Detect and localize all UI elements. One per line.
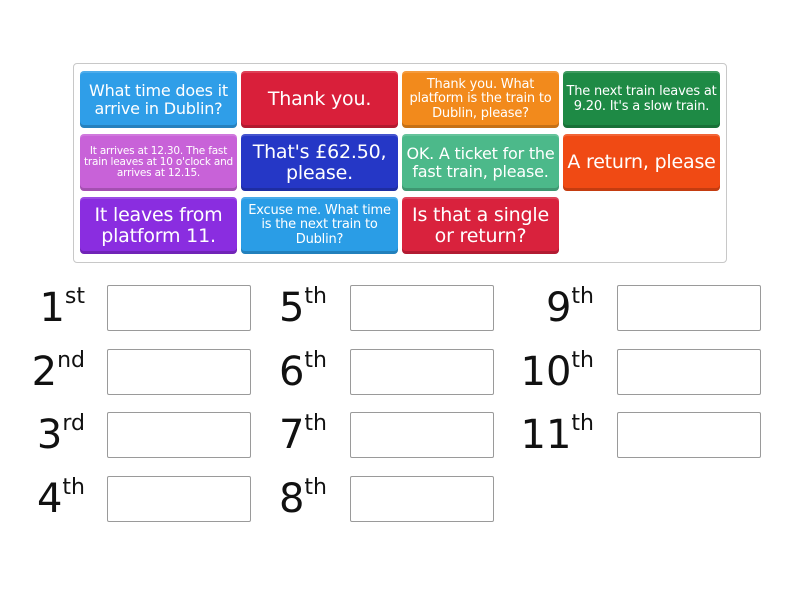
drop-slot[interactable] bbox=[107, 412, 251, 458]
answer-tile[interactable]: What time does it arrive in Dublin? bbox=[80, 71, 237, 128]
slot-label: 5th bbox=[278, 285, 327, 331]
slot-suffix: st bbox=[64, 284, 85, 309]
slot-number: 2 bbox=[31, 349, 58, 395]
slot-suffix: th bbox=[571, 411, 594, 436]
drop-slot[interactable] bbox=[350, 349, 494, 395]
answer-tile[interactable]: Thank you. What platform is the train to… bbox=[402, 71, 559, 128]
slot-label: 8th bbox=[278, 476, 327, 522]
slot-number: 7 bbox=[278, 412, 305, 458]
answer-tile[interactable]: Excuse me. What time is the next train t… bbox=[241, 197, 398, 254]
slot-label: 9th bbox=[545, 285, 594, 331]
slot-label: 10th bbox=[520, 349, 594, 395]
slot-number: 5 bbox=[278, 285, 305, 331]
answer-tile[interactable]: Is that a single or return? bbox=[402, 197, 559, 254]
drop-slot[interactable] bbox=[350, 476, 494, 522]
slot-number: 11 bbox=[520, 412, 572, 458]
answer-tile[interactable]: A return, please bbox=[563, 134, 720, 191]
slot-number: 6 bbox=[278, 349, 305, 395]
slot-number: 4 bbox=[36, 476, 63, 522]
drop-slot[interactable] bbox=[617, 349, 761, 395]
slot-suffix: rd bbox=[62, 411, 85, 436]
slot-label: 4th bbox=[36, 476, 85, 522]
slot-suffix: nd bbox=[57, 348, 85, 373]
answer-tile[interactable]: Thank you. bbox=[241, 71, 398, 128]
slot-suffix: th bbox=[304, 348, 327, 373]
drop-slot[interactable] bbox=[107, 349, 251, 395]
drop-slot[interactable] bbox=[350, 285, 494, 331]
slot-number: 9 bbox=[545, 285, 572, 331]
slot-label: 2nd bbox=[31, 349, 85, 395]
slot-number: 1 bbox=[39, 285, 65, 331]
answer-tile[interactable]: OK. A ticket for the fast train, please. bbox=[402, 134, 559, 191]
drop-slot[interactable] bbox=[617, 412, 761, 458]
slot-number: 3 bbox=[36, 412, 63, 458]
drop-slot[interactable] bbox=[107, 285, 251, 331]
slot-label: 11th bbox=[520, 412, 594, 458]
slot-suffix: th bbox=[571, 348, 594, 373]
slot-suffix: th bbox=[304, 284, 327, 309]
slot-label: 7th bbox=[278, 412, 327, 458]
answer-tile[interactable]: It arrives at 12.30. The fast train leav… bbox=[80, 134, 237, 191]
drop-slot[interactable] bbox=[617, 285, 761, 331]
slot-number: 8 bbox=[278, 476, 305, 522]
slot-label: 6th bbox=[278, 349, 327, 395]
slot-suffix: th bbox=[304, 411, 327, 436]
drop-slot[interactable] bbox=[350, 412, 494, 458]
drop-slot[interactable] bbox=[107, 476, 251, 522]
slot-suffix: th bbox=[62, 475, 85, 500]
answer-tile[interactable]: It leaves from platform 11. bbox=[80, 197, 237, 254]
answer-tile[interactable]: The next train leaves at 9.20. It's a sl… bbox=[563, 71, 720, 128]
slot-label: 3rd bbox=[36, 412, 85, 458]
slot-label: 1st bbox=[39, 285, 85, 331]
slot-suffix: th bbox=[571, 284, 594, 309]
slot-suffix: th bbox=[304, 475, 327, 500]
slot-number: 10 bbox=[520, 349, 572, 395]
answer-tile[interactable]: That's £62.50, please. bbox=[241, 134, 398, 191]
